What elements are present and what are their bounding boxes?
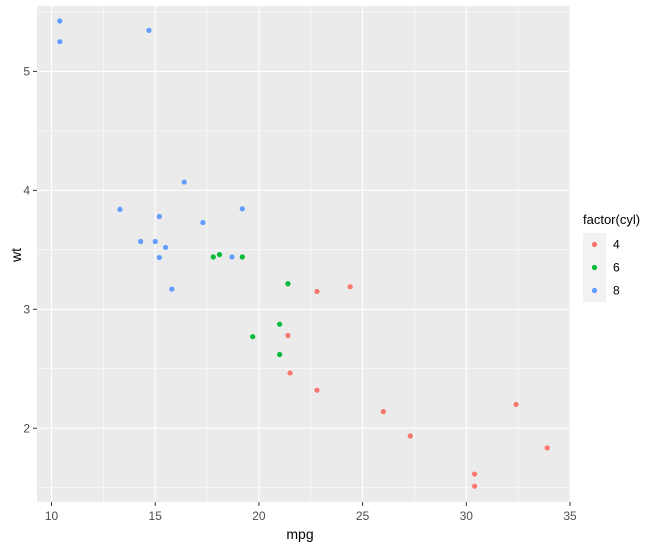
data-point-cyl-4 (380, 409, 386, 415)
legend-key-8 (591, 287, 598, 294)
legend-key-4 (591, 241, 598, 248)
data-point-cyl-8 (162, 244, 169, 251)
data-point-cyl-8 (138, 238, 144, 245)
x-tick-label: 10 (45, 509, 59, 523)
legend: factor(cyl) 4 6 8 (583, 212, 640, 302)
data-point-cyl-8 (169, 286, 175, 292)
data-point-cyl-8 (152, 238, 158, 245)
data-point-cyl-4 (314, 387, 320, 393)
major-gridlines (37, 6, 571, 502)
data-point-cyl-6 (277, 351, 283, 358)
legend-keys: 4 6 8 (583, 233, 620, 302)
data-point-cyl-4 (513, 401, 519, 408)
legend-label: 6 (613, 261, 620, 275)
data-point-cyl-6 (210, 254, 216, 260)
legend-label: 8 (613, 284, 620, 298)
data-point-cyl-8 (57, 18, 63, 24)
data-point-cyl-4 (471, 471, 478, 477)
data-point-cyl-6 (239, 254, 245, 260)
x-axis-title: mpg (286, 526, 313, 542)
data-point-cyl-8 (156, 254, 162, 261)
data-point-cyl-8 (229, 254, 235, 260)
data-point-cyl-4 (314, 288, 320, 295)
data-points (57, 18, 550, 489)
data-point-cyl-4 (471, 483, 478, 489)
minor-gridlines (37, 6, 570, 502)
data-point-cyl-4 (287, 370, 293, 376)
data-point-cyl-8 (239, 206, 245, 212)
y-axis-ticks: 2 3 4 5 (23, 64, 37, 435)
legend-title: factor(cyl) (583, 212, 640, 227)
data-point-cyl-8 (146, 27, 152, 33)
plot-panel (37, 6, 570, 502)
y-tick-label: 2 (23, 421, 30, 435)
x-tick-label: 15 (149, 509, 163, 523)
data-point-cyl-4 (407, 433, 413, 439)
data-point-cyl-8 (57, 39, 63, 45)
y-tick-label: 4 (23, 183, 30, 197)
x-tick-label: 30 (460, 509, 474, 523)
data-point-cyl-4 (285, 332, 291, 339)
legend-label: 4 (613, 238, 620, 252)
data-point-cyl-4 (544, 445, 550, 451)
legend-key-6 (591, 264, 598, 271)
data-point-cyl-8 (200, 219, 206, 226)
data-point-cyl-6 (250, 334, 256, 340)
x-tick-label: 20 (252, 509, 266, 523)
y-axis-title: wt (8, 248, 24, 263)
data-point-cyl-8 (117, 206, 123, 212)
data-point-cyl-6 (216, 251, 223, 258)
x-tick-label: 35 (563, 509, 577, 523)
y-tick-label: 3 (23, 302, 30, 316)
data-point-cyl-6 (285, 281, 291, 287)
data-point-cyl-6 (277, 321, 283, 327)
data-point-cyl-8 (156, 213, 162, 220)
data-point-cyl-8 (181, 179, 187, 185)
data-point-cyl-4 (347, 284, 353, 290)
x-axis-ticks: 10 15 20 25 30 35 (45, 502, 577, 523)
x-tick-label: 25 (356, 509, 370, 523)
y-tick-label: 5 (23, 64, 30, 78)
